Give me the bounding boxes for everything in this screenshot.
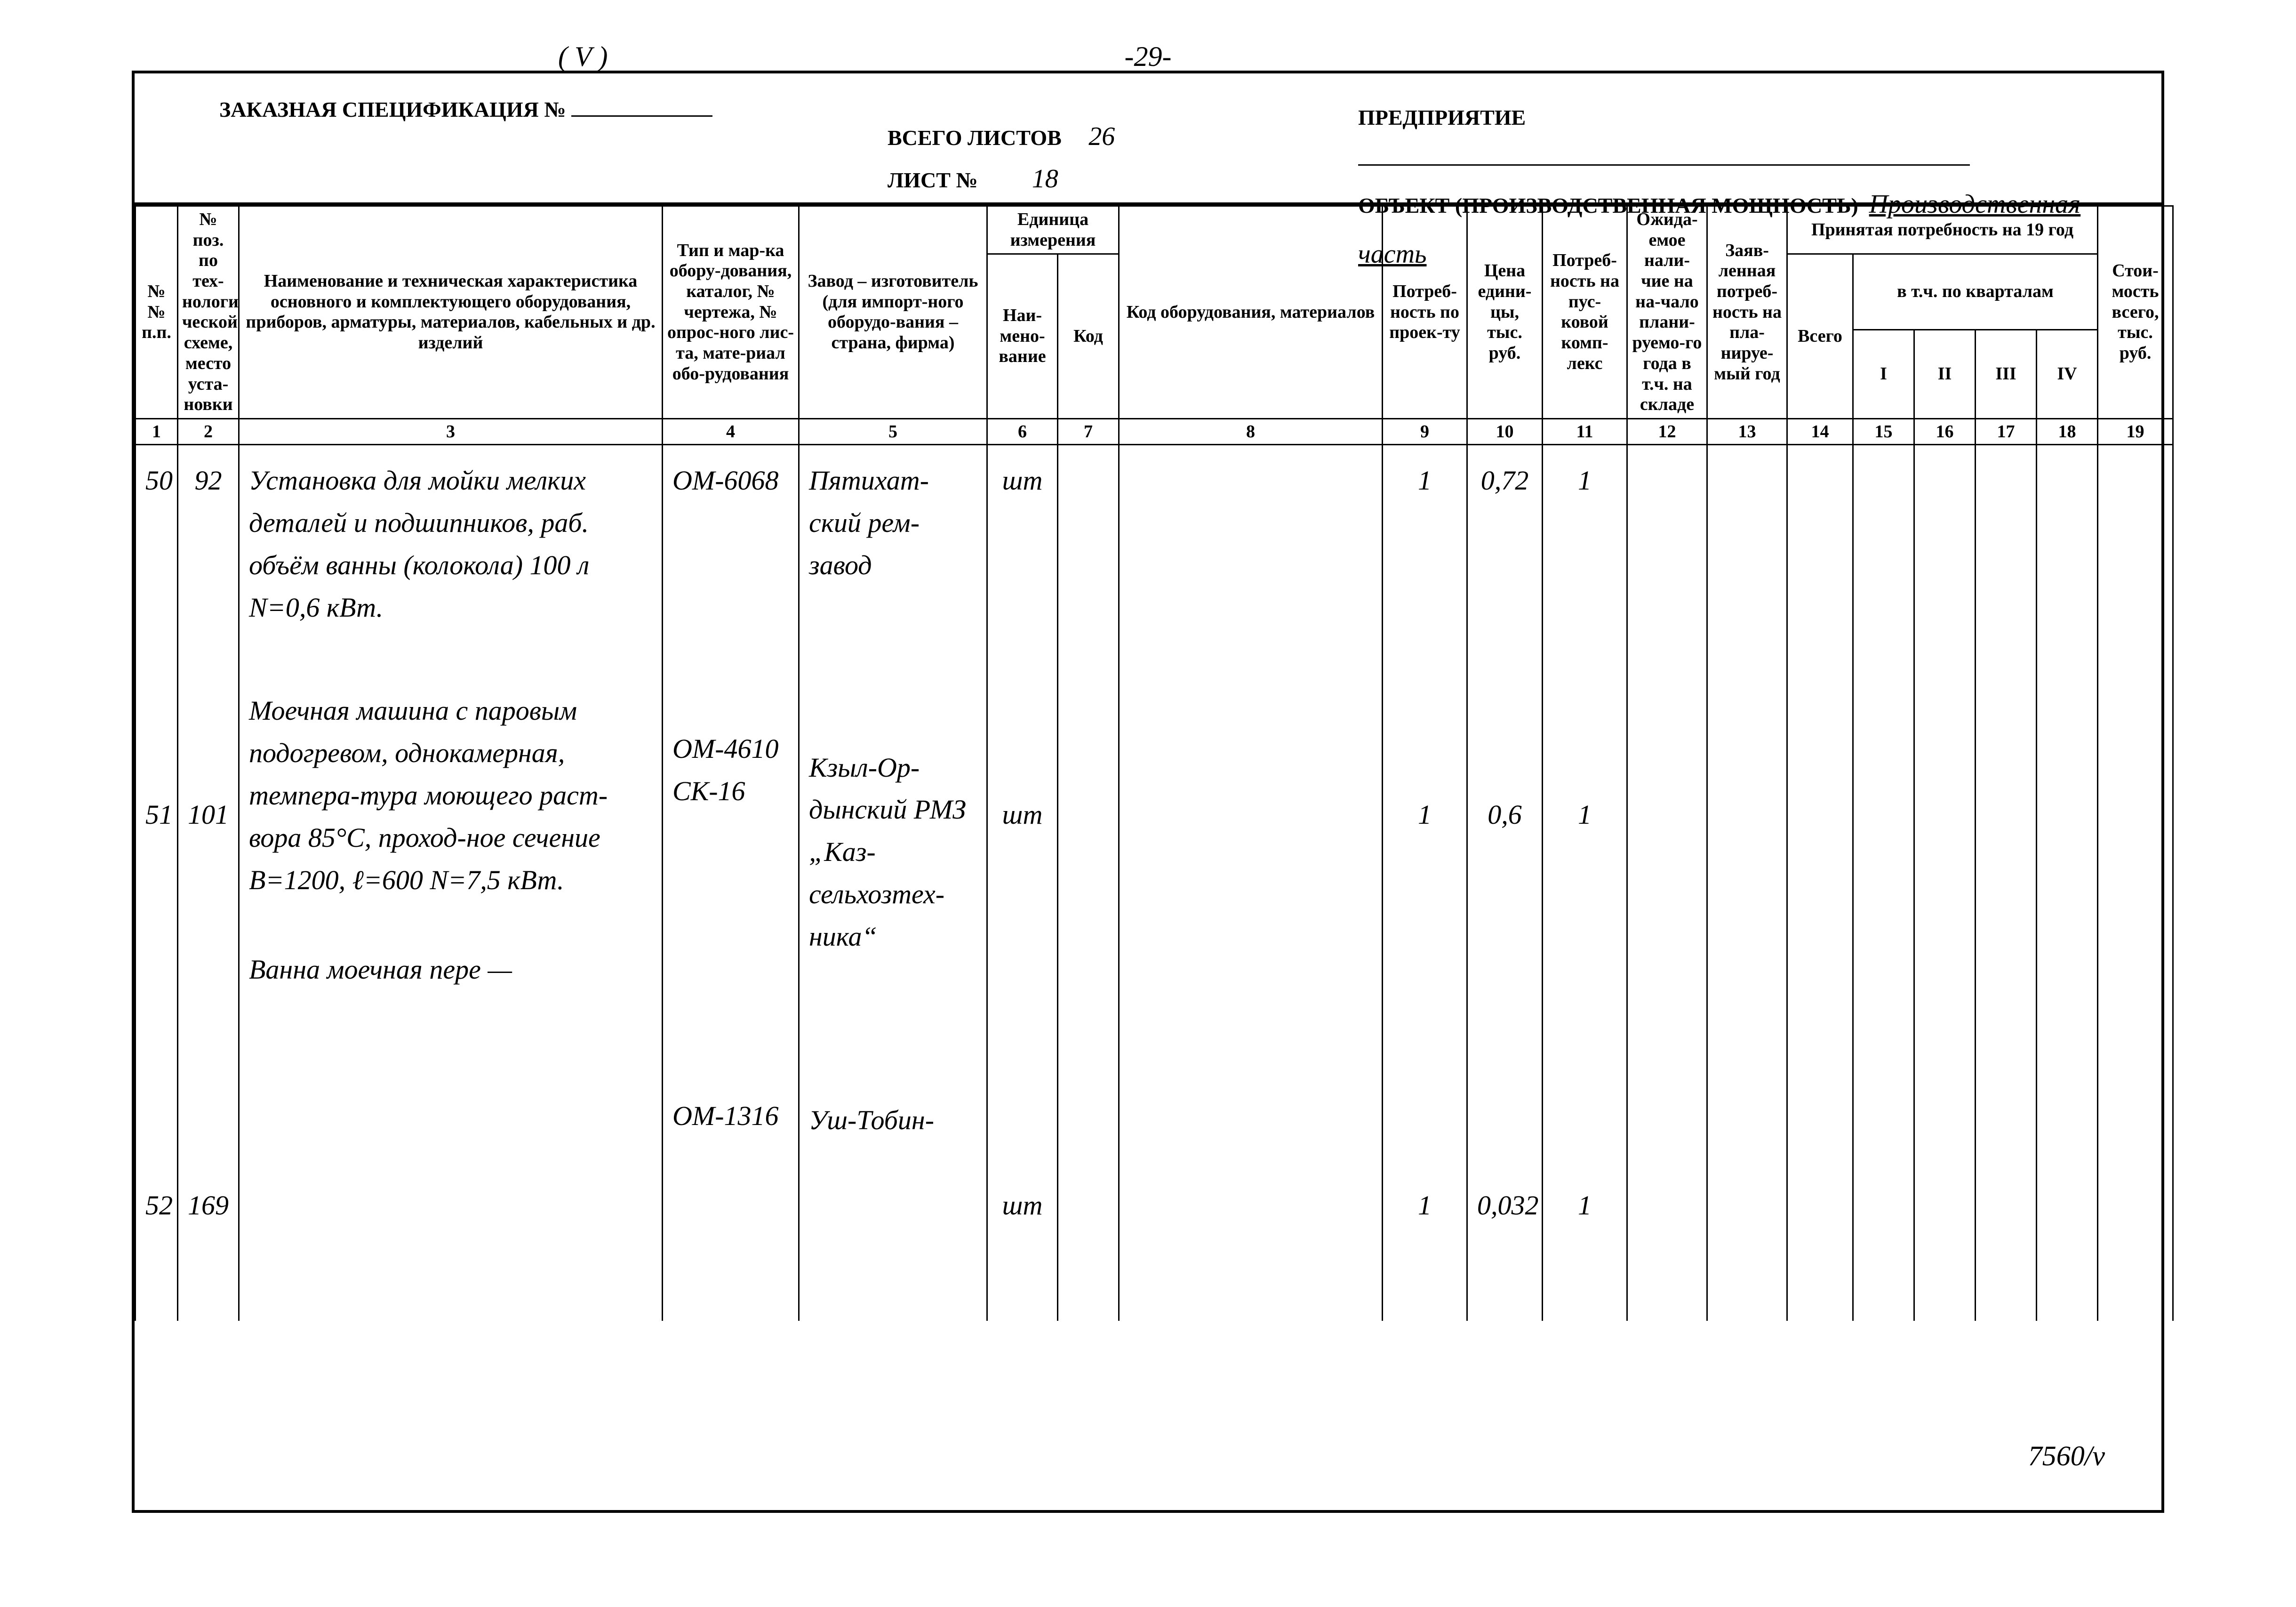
document-frame: ( V ) -29- ЗАКАЗНАЯ СПЕЦИФИКАЦИЯ № ВСЕГО… — [132, 71, 2164, 1513]
col-2-header: № поз. по тех-нологи-ческой схеме, место… — [178, 206, 239, 419]
colnum: 7 — [1058, 418, 1119, 444]
total-sheets-label: ВСЕГО ЛИСТОВ — [888, 126, 1062, 150]
colnum: 15 — [1853, 418, 1914, 444]
colnum: 9 — [1383, 418, 1467, 444]
roman-mark: ( V ) — [558, 40, 608, 73]
cell-type: ОМ-6068 ОМ-4610 СК-16 ОМ-1316 — [663, 444, 799, 1321]
col-7-header: Код — [1058, 254, 1119, 419]
colnum: 5 — [799, 418, 987, 444]
cell-c14 — [1787, 444, 1853, 1321]
cell-qty-start: 1 1 1 — [1543, 444, 1627, 1321]
cell-code — [1058, 444, 1119, 1321]
cell-name: Установка для мойки мелких деталей и под… — [239, 444, 663, 1321]
spec-number-blank — [571, 115, 712, 117]
colnum: 14 — [1787, 418, 1853, 444]
col-6-header: Наи-мено-вание — [987, 254, 1058, 419]
col-17-header: III — [1976, 329, 2037, 418]
cell-c12 — [1627, 444, 1707, 1321]
cell-nn: 50 51 52 — [136, 444, 178, 1321]
cell-c18 — [2037, 444, 2098, 1321]
spec-table: №№ п.п. № поз. по тех-нологи-ческой схем… — [135, 205, 2174, 1321]
table-body-row: 50 51 52 92 101 169 Установка дл — [136, 444, 2173, 1321]
colnum: 10 — [1467, 418, 1543, 444]
colnum: 19 — [2098, 418, 2173, 444]
cell-c16 — [1914, 444, 1976, 1321]
spec-title: ЗАКАЗНАЯ СПЕЦИФИКАЦИЯ № — [219, 97, 566, 121]
colnum: 8 — [1119, 418, 1383, 444]
object-label: ОБЪЕКТ (ПРОИЗВОДСТВЕННАЯ МОЩНОСТЬ) — [1358, 193, 1858, 217]
col-1-header: №№ п.п. — [136, 206, 178, 419]
col-4-header: Тип и мар-ка обору-дования, каталог, № ч… — [663, 206, 799, 419]
col-6-7-group: Единица измерения — [987, 206, 1119, 254]
colnum: 18 — [2037, 418, 2098, 444]
col-3-header: Наименование и техническая характеристик… — [239, 206, 663, 419]
cell-unit: шт шт шт — [987, 444, 1058, 1321]
col-16-header: II — [1914, 329, 1976, 418]
colnum: 17 — [1976, 418, 2037, 444]
enterprise-label: ПРЕДПРИЯТИЕ — [1358, 105, 1526, 129]
cell-pos: 92 101 169 — [178, 444, 239, 1321]
colnum: 6 — [987, 418, 1058, 444]
cell-c13 — [1707, 444, 1787, 1321]
enterprise-blank — [1358, 164, 1970, 166]
col-5-header: Завод – изготовитель (для импорт-ного об… — [799, 206, 987, 419]
column-number-row: 1 2 3 4 5 6 7 8 9 10 11 12 13 14 15 16 1 — [136, 418, 2173, 444]
colnum: 1 — [136, 418, 178, 444]
cell-qty-proj: 1 1 1 — [1383, 444, 1467, 1321]
col-18-header: IV — [2037, 329, 2098, 418]
footer-id: 7560/v — [2028, 1440, 2105, 1472]
sheet-label: ЛИСТ № — [888, 168, 978, 192]
colnum: 4 — [663, 418, 799, 444]
sheet-value: 18 — [1032, 164, 1058, 193]
colnum: 13 — [1707, 418, 1787, 444]
col-8-header: Код оборудования, материалов — [1119, 206, 1383, 419]
colnum: 16 — [1914, 418, 1976, 444]
total-sheets-value: 26 — [1088, 122, 1115, 151]
col-15-header: I — [1853, 329, 1914, 418]
cell-c17 — [1976, 444, 2037, 1321]
colnum: 3 — [239, 418, 663, 444]
header: ЗАКАЗНАЯ СПЕЦИФИКАЦИЯ № ВСЕГО ЛИСТОВ 26 … — [135, 73, 2161, 205]
cell-maker: Пятихат-ский рем-завод Кзыл-Ор-дынский Р… — [799, 444, 987, 1321]
cell-c15 — [1853, 444, 1914, 1321]
cell-price: 0,72 0,6 0,032 — [1467, 444, 1543, 1321]
colnum: 11 — [1543, 418, 1627, 444]
colnum: 12 — [1627, 418, 1707, 444]
colnum: 2 — [178, 418, 239, 444]
cell-c19 — [2098, 444, 2173, 1321]
page-number: -29- — [1125, 40, 1172, 73]
cell-equip-code — [1119, 444, 1383, 1321]
